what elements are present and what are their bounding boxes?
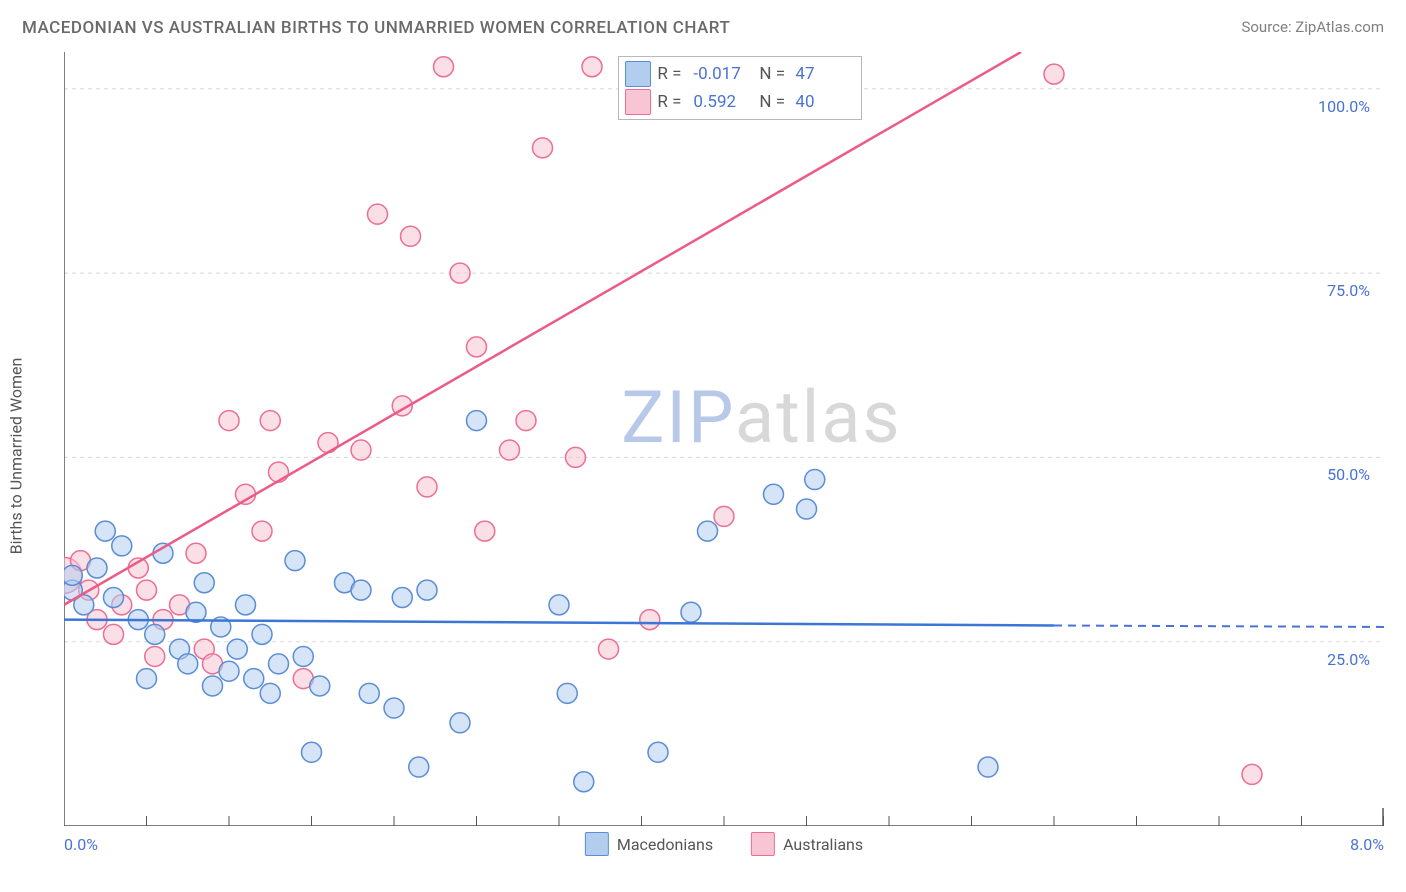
source-attribution: Source: ZipAtlas.com	[1241, 18, 1384, 36]
scatter-plot	[64, 52, 1384, 826]
legend-swatch	[585, 832, 609, 856]
chart-title: MACEDONIAN VS AUSTRALIAN BIRTHS TO UNMAR…	[22, 18, 730, 38]
y-tick: 50.0%	[1327, 465, 1370, 484]
stat-r-label: R =	[657, 64, 687, 84]
legend-swatch	[625, 89, 651, 115]
y-axis-label: Births to Unmarried Women	[7, 358, 26, 555]
x-axis-region: 0.0% Macedonians Australians 8.0%	[64, 826, 1384, 860]
legend-swatch	[751, 832, 775, 856]
y-tick: 25.0%	[1327, 650, 1370, 669]
stat-legend-row: R = 0.592 N = 40	[621, 89, 859, 115]
stat-n-label: N =	[759, 64, 789, 84]
x-tick-min: 0.0%	[64, 835, 98, 854]
stat-n-value: 47	[795, 64, 855, 84]
x-tick-max: 8.0%	[1350, 835, 1384, 854]
y-tick: 100.0%	[1318, 97, 1370, 116]
stats-legend: R = -0.017 N = 47 R = 0.592 N = 40	[618, 56, 862, 120]
stat-r-value: 0.592	[693, 92, 753, 112]
legend-swatch	[625, 61, 651, 87]
x-legend-label: Macedonians	[617, 835, 713, 854]
stat-r-value: -0.017	[693, 64, 753, 84]
stat-legend-row: R = -0.017 N = 47	[621, 61, 859, 87]
y-tick: 75.0%	[1327, 281, 1370, 300]
x-legend-label: Australians	[783, 835, 863, 854]
stat-n-label: N =	[759, 92, 789, 112]
x-legend-item: Australians	[751, 832, 863, 856]
stat-n-value: 40	[795, 92, 855, 112]
stat-r-label: R =	[657, 92, 687, 112]
chart-area: Births to Unmarried Women ZIPatlas R =-0…	[22, 52, 1384, 860]
x-legend-item: Macedonians	[585, 832, 713, 856]
series-legend: Macedonians Australians	[585, 832, 863, 856]
